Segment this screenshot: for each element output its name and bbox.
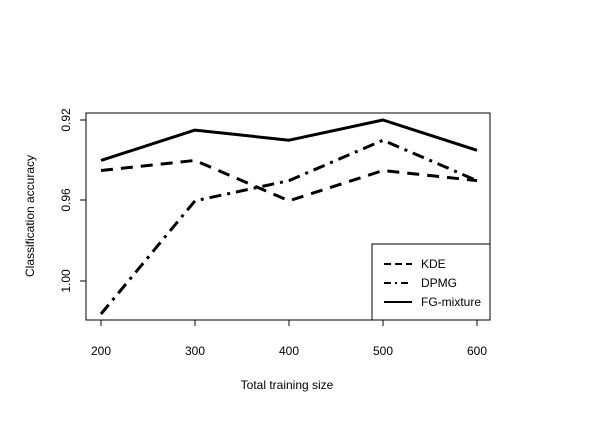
x-tick-label: 200 bbox=[91, 344, 111, 358]
x-axis-title: Total training size bbox=[241, 378, 334, 392]
series-line-fg-mixture bbox=[100, 118, 478, 162]
legend-label-fg-mixture: FG-mixture bbox=[421, 295, 481, 309]
y-tick-label: 0.92 bbox=[59, 108, 73, 132]
y-tick-label: 0.96 bbox=[59, 188, 73, 212]
y-axis-ticks: 0.92 0.96 1.00 bbox=[59, 108, 86, 293]
x-tick-label: 500 bbox=[373, 344, 393, 358]
series-layer bbox=[99, 118, 478, 315]
legend-label-dpmg: DPMG bbox=[421, 276, 457, 290]
y-axis-title: Classification accuracy bbox=[23, 155, 37, 277]
x-tick-label: 300 bbox=[185, 344, 205, 358]
x-tick-label: 400 bbox=[279, 344, 299, 358]
series-line-dpmg bbox=[99, 138, 478, 315]
legend: KDE DPMG FG-mixture bbox=[371, 243, 491, 321]
legend-box bbox=[371, 243, 491, 321]
legend-label-kde: KDE bbox=[421, 257, 446, 271]
y-tick-label: 1.00 bbox=[59, 269, 73, 293]
x-tick-label: 600 bbox=[467, 344, 487, 358]
series-line-kde bbox=[100, 158, 478, 203]
x-axis-ticks: 200 300 400 500 600 bbox=[91, 320, 487, 358]
